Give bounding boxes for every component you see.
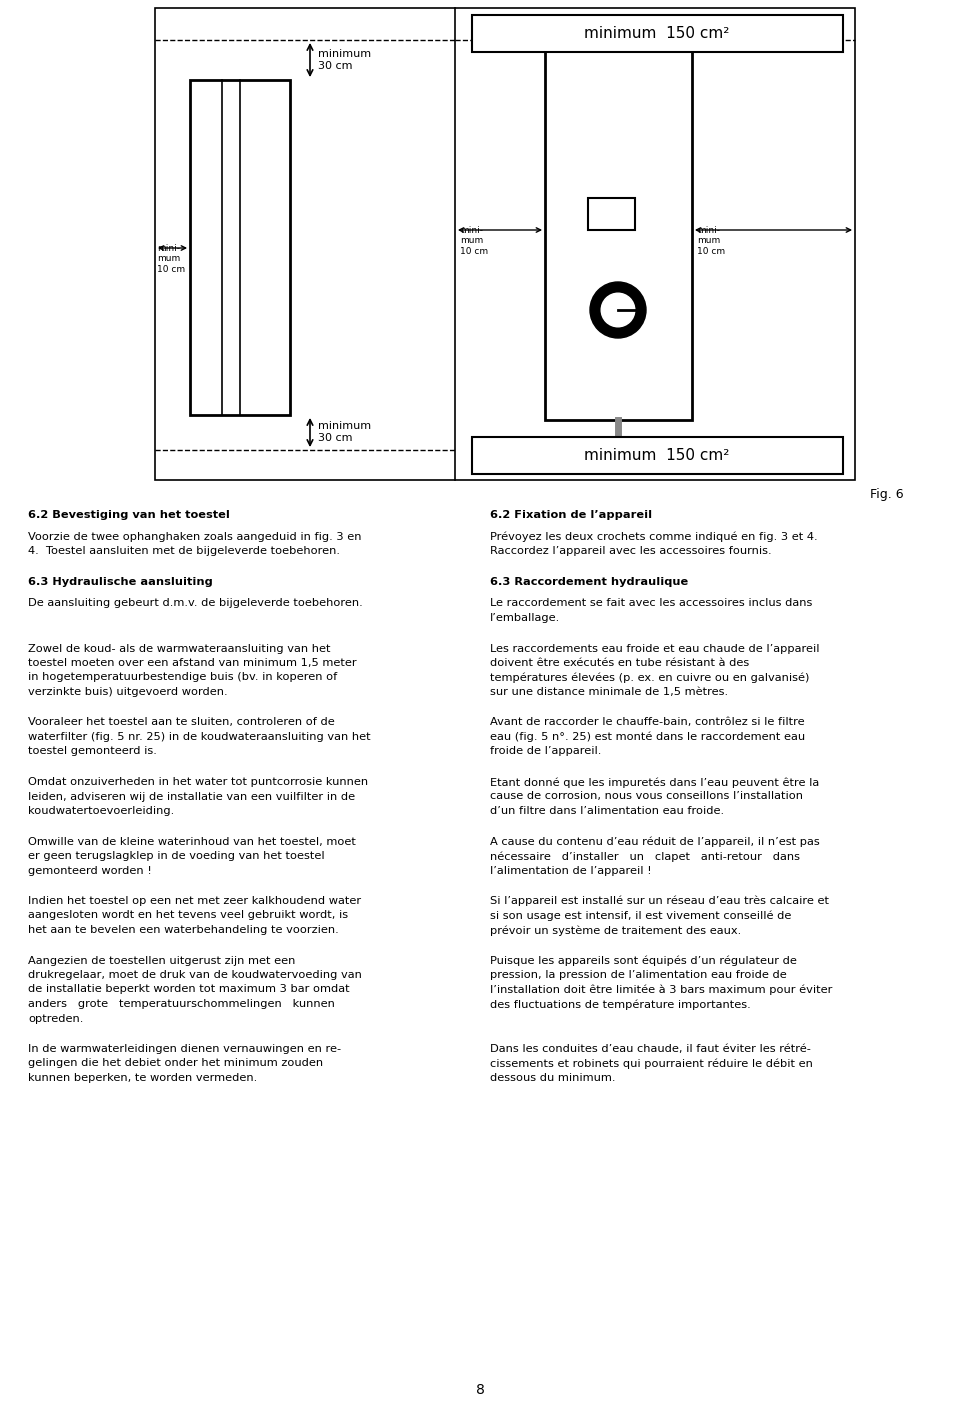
Bar	[190, 80, 290, 415]
Text: cissements et robinets qui pourraient réduire le débit en: cissements et robinets qui pourraient ré…	[490, 1058, 813, 1069]
Text: 6.2 Bevestiging van het toestel: 6.2 Bevestiging van het toestel	[28, 510, 229, 520]
Text: si son usage est intensif, il est vivement conseillé de: si son usage est intensif, il est viveme…	[490, 910, 791, 921]
Text: Avant de raccorder le chauffe-bain, contrôlez si le filtre: Avant de raccorder le chauffe-bain, cont…	[490, 718, 804, 728]
Bar	[472, 437, 843, 474]
Text: prévoir un système de traitement des eaux.: prévoir un système de traitement des eau…	[490, 924, 741, 936]
Text: minimum  150 cm²: minimum 150 cm²	[585, 26, 730, 40]
Text: minimum  150 cm²: minimum 150 cm²	[585, 448, 730, 462]
Text: des fluctuations de température importantes.: des fluctuations de température importan…	[490, 1000, 751, 1010]
Text: er geen terugslagklep in de voeding van het toestel: er geen terugslagklep in de voeding van …	[28, 850, 324, 860]
Text: d’un filtre dans l’alimentation eau froide.: d’un filtre dans l’alimentation eau froi…	[490, 806, 724, 816]
Text: l’installation doit être limitée à 3 bars maximum pour éviter: l’installation doit être limitée à 3 bar…	[490, 984, 832, 995]
Text: gemonteerd worden !: gemonteerd worden !	[28, 866, 152, 876]
Text: verzinkte buis) uitgevoerd worden.: verzinkte buis) uitgevoerd worden.	[28, 687, 228, 697]
Text: dessous du minimum.: dessous du minimum.	[490, 1074, 615, 1084]
Text: Voorzie de twee ophanghaken zoals aangeduid in fig. 3 en: Voorzie de twee ophanghaken zoals aanged…	[28, 532, 362, 542]
Text: gelingen die het debiet onder het minimum zouden: gelingen die het debiet onder het minimu…	[28, 1058, 324, 1068]
Text: minimum
30 cm: minimum 30 cm	[318, 421, 372, 442]
Bar	[545, 50, 692, 419]
Text: De aansluiting gebeurt d.m.v. de bijgeleverde toebehoren.: De aansluiting gebeurt d.m.v. de bijgele…	[28, 599, 363, 609]
Text: in hogetemperatuurbestendige buis (bv. in koperen of: in hogetemperatuurbestendige buis (bv. i…	[28, 673, 337, 683]
Text: kunnen beperken, te worden vermeden.: kunnen beperken, te worden vermeden.	[28, 1074, 257, 1084]
Text: A cause du contenu d’eau réduit de l’appareil, il n’est pas: A cause du contenu d’eau réduit de l’app…	[490, 836, 820, 848]
Text: Dans les conduites d’eau chaude, il faut éviter les rétré-: Dans les conduites d’eau chaude, il faut…	[490, 1044, 811, 1054]
Text: leiden, adviseren wij de installatie van een vuilfilter in de: leiden, adviseren wij de installatie van…	[28, 792, 355, 802]
Text: waterfilter (fig. 5 nr. 25) in de koudwateraansluiting van het: waterfilter (fig. 5 nr. 25) in de koudwa…	[28, 732, 371, 742]
Text: Les raccordements eau froide et eau chaude de l’appareil: Les raccordements eau froide et eau chau…	[490, 644, 820, 654]
Circle shape	[590, 282, 646, 338]
Text: 6.3 Hydraulische aansluiting: 6.3 Hydraulische aansluiting	[28, 577, 213, 587]
Text: toestel moeten over een afstand van minimum 1,5 meter: toestel moeten over een afstand van mini…	[28, 658, 356, 668]
Text: Fig. 6: Fig. 6	[870, 488, 903, 501]
Text: pression, la pression de l’alimentation eau froide de: pression, la pression de l’alimentation …	[490, 970, 787, 980]
Text: Vooraleer het toestel aan te sluiten, controleren of de: Vooraleer het toestel aan te sluiten, co…	[28, 718, 335, 728]
Text: mini-
mum
10 cm: mini- mum 10 cm	[157, 245, 185, 274]
Text: toestel gemonteerd is.: toestel gemonteerd is.	[28, 747, 156, 757]
Text: koudwatertoevoerleiding.: koudwatertoevoerleiding.	[28, 806, 175, 816]
Text: Zowel de koud- als de warmwateraansluiting van het: Zowel de koud- als de warmwateraansluiti…	[28, 644, 330, 654]
Text: Etant donné que les impuretés dans l’eau peuvent être la: Etant donné que les impuretés dans l’eau…	[490, 776, 819, 788]
Text: doivent être exécutés en tube résistant à des: doivent être exécutés en tube résistant …	[490, 658, 749, 668]
Text: 6.3 Raccordement hydraulique: 6.3 Raccordement hydraulique	[490, 577, 688, 587]
Text: In de warmwaterleidingen dienen vernauwingen en re-: In de warmwaterleidingen dienen vernauwi…	[28, 1044, 341, 1054]
Circle shape	[606, 438, 630, 462]
Text: froide de l’appareil.: froide de l’appareil.	[490, 747, 601, 757]
Text: cause de corrosion, nous vous conseillons l’installation: cause de corrosion, nous vous conseillon…	[490, 792, 803, 802]
Bar	[472, 16, 843, 53]
Text: eau (fig. 5 n°. 25) est monté dans le raccordement eau: eau (fig. 5 n°. 25) est monté dans le ra…	[490, 732, 805, 742]
Text: de installatie beperkt worden tot maximum 3 bar omdat: de installatie beperkt worden tot maximu…	[28, 984, 349, 994]
Text: températures élevées (p. ex. en cuivre ou en galvanisé): températures élevées (p. ex. en cuivre o…	[490, 673, 809, 683]
Text: mini-
mum
10 cm: mini- mum 10 cm	[460, 226, 488, 256]
Text: 8: 8	[475, 1384, 485, 1396]
Text: optreden.: optreden.	[28, 1014, 84, 1024]
Text: Omdat onzuiverheden in het water tot puntcorrosie kunnen: Omdat onzuiverheden in het water tot pun…	[28, 776, 368, 786]
Text: 6.2 Fixation de l’appareil: 6.2 Fixation de l’appareil	[490, 510, 652, 520]
Text: l’emballage.: l’emballage.	[490, 613, 561, 623]
Text: mini-
mum
10 cm: mini- mum 10 cm	[697, 226, 725, 256]
Circle shape	[601, 293, 635, 327]
Text: Omwille van de kleine waterinhoud van het toestel, moet: Omwille van de kleine waterinhoud van he…	[28, 836, 356, 846]
Text: aangesloten wordt en het tevens veel gebruikt wordt, is: aangesloten wordt en het tevens veel geb…	[28, 910, 348, 920]
Text: Puisque les appareils sont équipés d’un régulateur de: Puisque les appareils sont équipés d’un …	[490, 956, 797, 966]
Bar	[155, 9, 855, 481]
Text: Indien het toestel op een net met zeer kalkhoudend water: Indien het toestel op een net met zeer k…	[28, 896, 361, 906]
Text: Aangezien de toestellen uitgerust zijn met een: Aangezien de toestellen uitgerust zijn m…	[28, 956, 296, 966]
Text: 4.  Toestel aansluiten met de bijgeleverde toebehoren.: 4. Toestel aansluiten met de bijgeleverd…	[28, 546, 340, 556]
Text: het aan te bevelen een waterbehandeling te voorzien.: het aan te bevelen een waterbehandeling …	[28, 924, 339, 936]
Text: Raccordez l’appareil avec les accessoires fournis.: Raccordez l’appareil avec les accessoire…	[490, 546, 772, 556]
Text: minimum
30 cm: minimum 30 cm	[318, 50, 372, 71]
Text: anders   grote   temperatuurschommelingen   kunnen: anders grote temperatuurschommelingen ku…	[28, 1000, 335, 1010]
Text: Le raccordement se fait avec les accessoires inclus dans: Le raccordement se fait avec les accesso…	[490, 599, 812, 609]
Text: nécessaire   d’installer   un   clapet   anti-retour   dans: nécessaire d’installer un clapet anti-re…	[490, 850, 800, 862]
Text: Si l’appareil est installé sur un réseau d’eau très calcaire et: Si l’appareil est installé sur un réseau…	[490, 896, 829, 906]
Text: sur une distance minimale de 1,5 mètres.: sur une distance minimale de 1,5 mètres.	[490, 687, 728, 697]
Text: drukregelaar, moet de druk van de koudwatervoeding van: drukregelaar, moet de druk van de koudwa…	[28, 970, 362, 980]
Bar	[588, 198, 635, 230]
Text: Prévoyez les deux crochets comme indiqué en fig. 3 et 4.: Prévoyez les deux crochets comme indiqué…	[490, 532, 818, 542]
Text: l’alimentation de l’appareil !: l’alimentation de l’appareil !	[490, 866, 652, 876]
